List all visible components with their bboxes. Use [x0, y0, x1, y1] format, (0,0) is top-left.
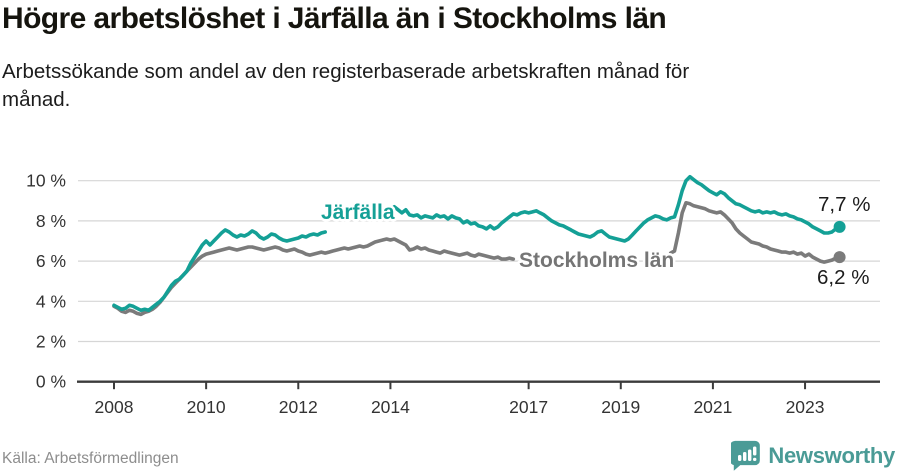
chart-title: Högre arbetslöshet i Järfälla än i Stock… [2, 2, 667, 35]
x-tick-label: 2012 [279, 397, 318, 417]
y-tick-label: 2 % [36, 332, 66, 352]
newsworthy-logo[interactable]: Newsworthy [731, 439, 895, 473]
y-tick-label: 6 % [36, 251, 66, 271]
x-tick-label: 2023 [786, 397, 825, 417]
series-label-stockholms-lan: Stockholms län [519, 249, 674, 272]
series-label-jarfalla: Järfälla [321, 201, 395, 224]
x-tick-label: 2019 [601, 397, 640, 417]
newsworthy-wordmark: Newsworthy [768, 443, 895, 468]
end-value-label-jarfalla: 7,7 % [818, 193, 870, 216]
x-tick-label: 2017 [509, 397, 548, 417]
series-line-stockholms-lan [112, 237, 516, 317]
x-tick-label: 2014 [371, 397, 410, 417]
source-note: Källa: Arbetsförmedlingen [2, 450, 179, 467]
chart-subtitle: Arbetssökande som andel av den registerb… [2, 60, 690, 111]
y-tick-label: 8 % [36, 211, 66, 231]
series-end-dot-jarfalla [833, 220, 846, 233]
x-tick-label: 2021 [693, 397, 732, 417]
end-value-label-stockholms-lan: 6,2 % [817, 266, 869, 289]
x-tick-label: 2008 [95, 397, 134, 417]
newsworthy-bubble-icon [731, 440, 761, 471]
series-end-dot-stockholms-lan [833, 251, 846, 264]
series-line-jarfalla [112, 228, 328, 313]
series-line-jarfalla [392, 174, 842, 243]
series-line-stockholms-lan [668, 201, 842, 264]
y-tick-label: 10 % [26, 171, 66, 191]
x-tick-label: 2010 [187, 397, 226, 417]
y-tick-label: 4 % [36, 291, 66, 311]
y-tick-label: 0 % [36, 372, 66, 392]
